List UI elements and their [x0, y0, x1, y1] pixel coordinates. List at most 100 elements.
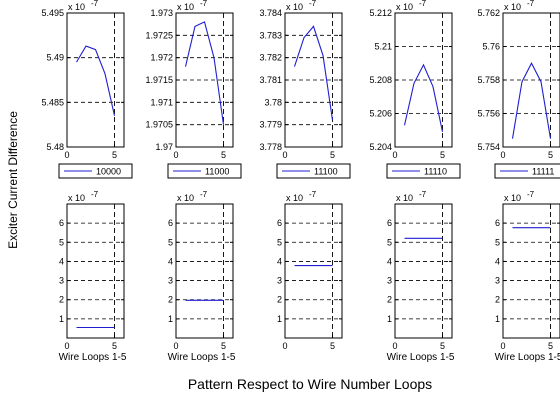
ytick-label: 3.783 — [259, 30, 282, 40]
xtick-label: 0 — [392, 341, 397, 351]
subplot-xlabel: Wire Loops 1-5 — [495, 352, 560, 363]
series-line — [403, 63, 444, 133]
ytick-label: 6 — [277, 218, 282, 228]
xtick-label: 5 — [440, 341, 445, 351]
ytick-label: 5.212 — [369, 8, 392, 18]
ytick-label: 5.21 — [374, 42, 392, 52]
axis-exponent-power: -7 — [527, 190, 535, 199]
xtick-label: 0 — [392, 150, 397, 160]
ytick-label: 4 — [387, 256, 392, 266]
ytick-label: 5 — [277, 237, 282, 247]
ytick-label: 3 — [168, 276, 173, 286]
xtick-label: 0 — [173, 341, 178, 351]
subplot-r2c1: 1 2 3 4 5 6 0 5 x 10 -7 Wire Loops 1-5 — [59, 190, 127, 363]
axes-box — [66, 12, 125, 148]
ytick-label: 5.76 — [482, 42, 500, 52]
legend-box — [276, 163, 351, 179]
legend-box — [167, 163, 242, 179]
ytick-label: 3 — [387, 276, 392, 286]
ytick-label: 1 — [277, 314, 282, 324]
ytick-label: 5 — [495, 237, 500, 247]
ytick-label: 5.762 — [477, 8, 500, 18]
xtick-label: 5 — [221, 150, 226, 160]
axis-exponent-power: -7 — [200, 0, 208, 8]
axes-box — [394, 203, 453, 339]
axis-exponent: x 10 — [504, 193, 521, 203]
ytick-label: 3.784 — [259, 8, 282, 18]
subplot-r1c2: 1.97 1.9705 1.971 1.9715 1.972 1.9725 1.973 0 5 x… — [145, 0, 242, 179]
series-line — [76, 45, 116, 116]
ytick-label: 5.208 — [369, 75, 392, 85]
ytick-label: 5.204 — [369, 142, 392, 152]
ytick-label: 3.778 — [259, 142, 282, 152]
legend-label: 11110 — [424, 167, 447, 177]
ytick-label: 3 — [277, 276, 282, 286]
ytick-label: 6 — [168, 218, 173, 228]
ytick-label: 1 — [168, 314, 173, 324]
axes-box — [284, 203, 343, 339]
legend-box — [386, 163, 461, 179]
ytick-label: 4 — [59, 256, 64, 266]
subplot-xlabel: Wire Loops 1-5 — [59, 352, 127, 363]
series-line — [511, 61, 552, 139]
ytick-label: 5.49 — [46, 53, 64, 63]
subplot-r2c5: 1 2 3 4 5 6 0 5 x 10 -7 Wire Loops 1-5 — [495, 190, 560, 363]
ytick-label: 5 — [387, 237, 392, 247]
ytick-label: 2 — [59, 295, 64, 305]
ytick-label: 1 — [495, 314, 500, 324]
ytick-label: 4 — [168, 256, 173, 266]
xtick-label: 0 — [173, 150, 178, 160]
figure-ylabel: Exciter Current Difference — [6, 111, 20, 249]
ytick-label: 6 — [495, 218, 500, 228]
legend-label: 11000 — [205, 167, 229, 177]
ytick-label: 1.973 — [150, 8, 173, 18]
axis-exponent-power: -7 — [309, 190, 317, 199]
xtick-label: 0 — [500, 341, 505, 351]
ytick-label: 5 — [59, 237, 64, 247]
axis-exponent-power: -7 — [419, 0, 427, 8]
series-line — [293, 25, 334, 121]
ytick-label: 3.779 — [259, 120, 282, 130]
xtick-label: 5 — [548, 341, 553, 351]
axis-exponent: x 10 — [396, 2, 413, 12]
ytick-label: 5.206 — [369, 109, 392, 119]
ytick-label: 2 — [168, 295, 173, 305]
ytick-label: 5 — [168, 237, 173, 247]
legend-label: 10000 — [96, 167, 121, 177]
axis-exponent-power: -7 — [91, 0, 99, 8]
ytick-label: 2 — [495, 295, 500, 305]
ytick-label: 5.756 — [477, 109, 500, 119]
axis-exponent: x 10 — [286, 2, 303, 12]
axis-exponent-power: -7 — [200, 190, 208, 199]
ytick-label: 1.97 — [155, 142, 173, 152]
ytick-label: 5.48 — [46, 142, 64, 152]
xtick-label: 0 — [500, 150, 505, 160]
xtick-label: 0 — [64, 150, 69, 160]
legend-box — [58, 163, 133, 179]
xtick-label: 5 — [330, 150, 335, 160]
subplot-r1c1: 5.48 5.485 5.49 5.495 0 5 x 10 -7 10000 — [41, 0, 133, 179]
ytick-label: 5.754 — [477, 142, 500, 152]
xtick-label: 5 — [112, 341, 117, 351]
ytick-label: 3 — [59, 276, 64, 286]
axis-exponent: x 10 — [68, 2, 85, 12]
axis-exponent: x 10 — [286, 193, 303, 203]
subplot-r1c3: 3.778 3.779 3.78 3.781 3.782 3.783 3.784 0 5 x 10… — [259, 0, 351, 179]
xtick-label: 0 — [282, 341, 287, 351]
xtick-label: 5 — [330, 341, 335, 351]
axis-exponent: x 10 — [504, 2, 521, 12]
xtick-label: 5 — [440, 150, 445, 160]
axes-box — [502, 203, 560, 339]
ytick-label: 1.972 — [150, 53, 173, 63]
xtick-label: 5 — [221, 341, 226, 351]
subplot-r1c4: 5.204 5.206 5.208 5.21 5.212 0 5 x 10 -7 11110 — [369, 0, 461, 179]
ytick-label: 4 — [495, 256, 500, 266]
axes-box — [175, 203, 234, 339]
axis-exponent-power: -7 — [91, 190, 99, 199]
ytick-label: 1.971 — [150, 97, 173, 107]
xtick-label: 0 — [282, 150, 287, 160]
subplot-xlabel: Wire Loops 1-5 — [387, 352, 455, 363]
ytick-label: 5.758 — [477, 75, 500, 85]
